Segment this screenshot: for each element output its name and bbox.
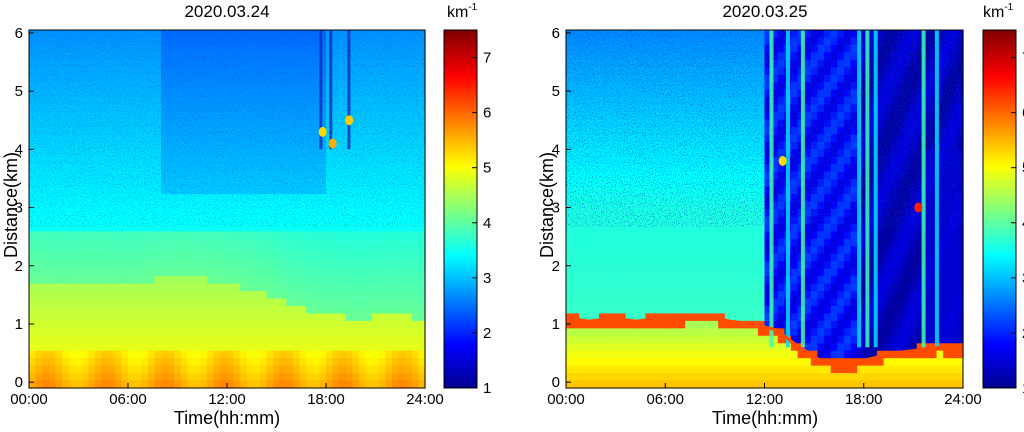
colorbar-gradient <box>443 29 478 389</box>
colorbar-tick-label: 6 <box>483 105 491 122</box>
colorbar-unit: km-1 <box>447 2 478 21</box>
colorbar-tick-label: 2 <box>483 325 491 342</box>
y-tick-label: 3 <box>15 200 23 217</box>
vertical-streak <box>800 30 805 348</box>
cloud-spots <box>778 156 923 213</box>
cloud-spot <box>318 126 327 137</box>
x-tick-label: 00:00 <box>10 391 48 408</box>
vertical-streak <box>921 30 926 348</box>
colorbar-tick-label: 4 <box>1022 215 1024 232</box>
colorbar-tick-label: 2 <box>1022 325 1024 342</box>
chart-title: 2020.03.25 <box>722 2 807 21</box>
x-axis-ticks: 00:00 06:00 12:00 18:00 24:00 <box>547 383 982 408</box>
y-tick-label: 2 <box>15 258 23 275</box>
vertical-streak <box>329 30 333 150</box>
y-tick-label: 1 <box>15 316 23 333</box>
cloud-spot <box>778 156 787 166</box>
chart-title: 2020.03.24 <box>184 2 269 21</box>
y-tick-label: 3 <box>552 200 560 217</box>
x-tick-label: 12:00 <box>208 391 246 408</box>
y-tick-label: 4 <box>552 141 560 158</box>
cloud-spots <box>318 115 354 149</box>
colorbar: km-1 1 2 3 4 5 6 7 <box>982 2 1024 397</box>
colorbar-tick-label: 6 <box>1022 105 1024 122</box>
x-axis-ticks: 00:00 06:00 12:00 18:00 24:00 <box>10 383 444 408</box>
boundary-layer-line <box>565 313 964 367</box>
vertical-streak <box>769 30 774 348</box>
colorbar-tick-label: 3 <box>1022 270 1024 287</box>
noise-overlay <box>566 30 963 227</box>
vertical-streak <box>865 30 870 348</box>
x-axis-label: Time(hh:mm) <box>712 408 818 428</box>
y-axis-label: Distance(km) <box>537 152 557 258</box>
vertical-streak <box>786 30 790 348</box>
colorbar-tick-label: 3 <box>483 270 491 287</box>
x-tick-label: 18:00 <box>845 391 883 408</box>
x-tick-label: 24:00 <box>406 391 444 408</box>
x-tick-label: 06:00 <box>646 391 684 408</box>
vertical-streak <box>319 30 323 150</box>
vertical-streak <box>857 30 862 348</box>
colorbar: km-1 1 2 3 4 5 6 7 <box>443 2 491 397</box>
x-tick-label: 12:00 <box>746 391 784 408</box>
colorbar-tick-label: 4 <box>483 215 491 232</box>
x-axis-label: Time(hh:mm) <box>174 408 280 428</box>
colorbar-tick-label: 7 <box>1022 50 1024 67</box>
panel-left: 2020.03.24 Time(hh:mm) Distance(km) 00:0… <box>1 2 491 428</box>
x-tick-label: 00:00 <box>547 391 585 408</box>
heatmap-plot-area <box>28 29 426 389</box>
x-tick-label: 06:00 <box>109 391 147 408</box>
cloud-spot <box>345 115 354 126</box>
vertical-streak <box>873 30 878 348</box>
x-tick-label: 24:00 <box>944 391 982 408</box>
colorbar-ticks: 1 2 3 4 5 6 7 <box>472 50 491 397</box>
x-tick-label: 18:00 <box>307 391 345 408</box>
y-tick-label: 5 <box>15 83 23 100</box>
y-tick-label: 4 <box>15 141 23 158</box>
vertical-streaks <box>319 30 351 150</box>
noise-overlay <box>29 30 425 227</box>
y-tick-label: 6 <box>552 25 560 42</box>
vertical-streak <box>934 30 939 348</box>
y-tick-label: 1 <box>552 316 560 333</box>
cloud-spot <box>328 138 337 149</box>
vertical-streak <box>347 30 351 150</box>
y-tick-label: 0 <box>15 374 23 391</box>
colorbar-tick-label: 5 <box>1022 160 1024 177</box>
y-tick-label: 2 <box>552 258 560 275</box>
vertical-streaks <box>769 30 939 348</box>
colorbar-ticks: 1 2 3 4 5 6 7 <box>1011 50 1024 397</box>
y-tick-label: 6 <box>15 25 23 42</box>
colorbar-tick-label: 1 <box>1022 380 1024 397</box>
panel-right: 2020.03.25 Time(hh:mm) Distance(km) 00:0… <box>537 2 1024 428</box>
colorbar-unit: km-1 <box>983 2 1014 21</box>
colorbar-tick-label: 1 <box>483 380 491 397</box>
cloud-spot <box>914 202 923 213</box>
colorbar-tick-label: 5 <box>483 160 491 177</box>
y-tick-label: 0 <box>552 374 560 391</box>
heatmap-plot-area <box>565 29 964 389</box>
y-axis-ticks: 0 1 2 3 4 5 6 <box>552 25 571 391</box>
y-tick-label: 5 <box>552 83 560 100</box>
y-axis-label: Distance(km) <box>1 152 21 258</box>
y-axis-ticks: 0 1 2 3 4 5 6 <box>15 25 34 391</box>
colorbar-tick-label: 7 <box>483 50 491 67</box>
colorbar-gradient <box>982 29 1017 389</box>
